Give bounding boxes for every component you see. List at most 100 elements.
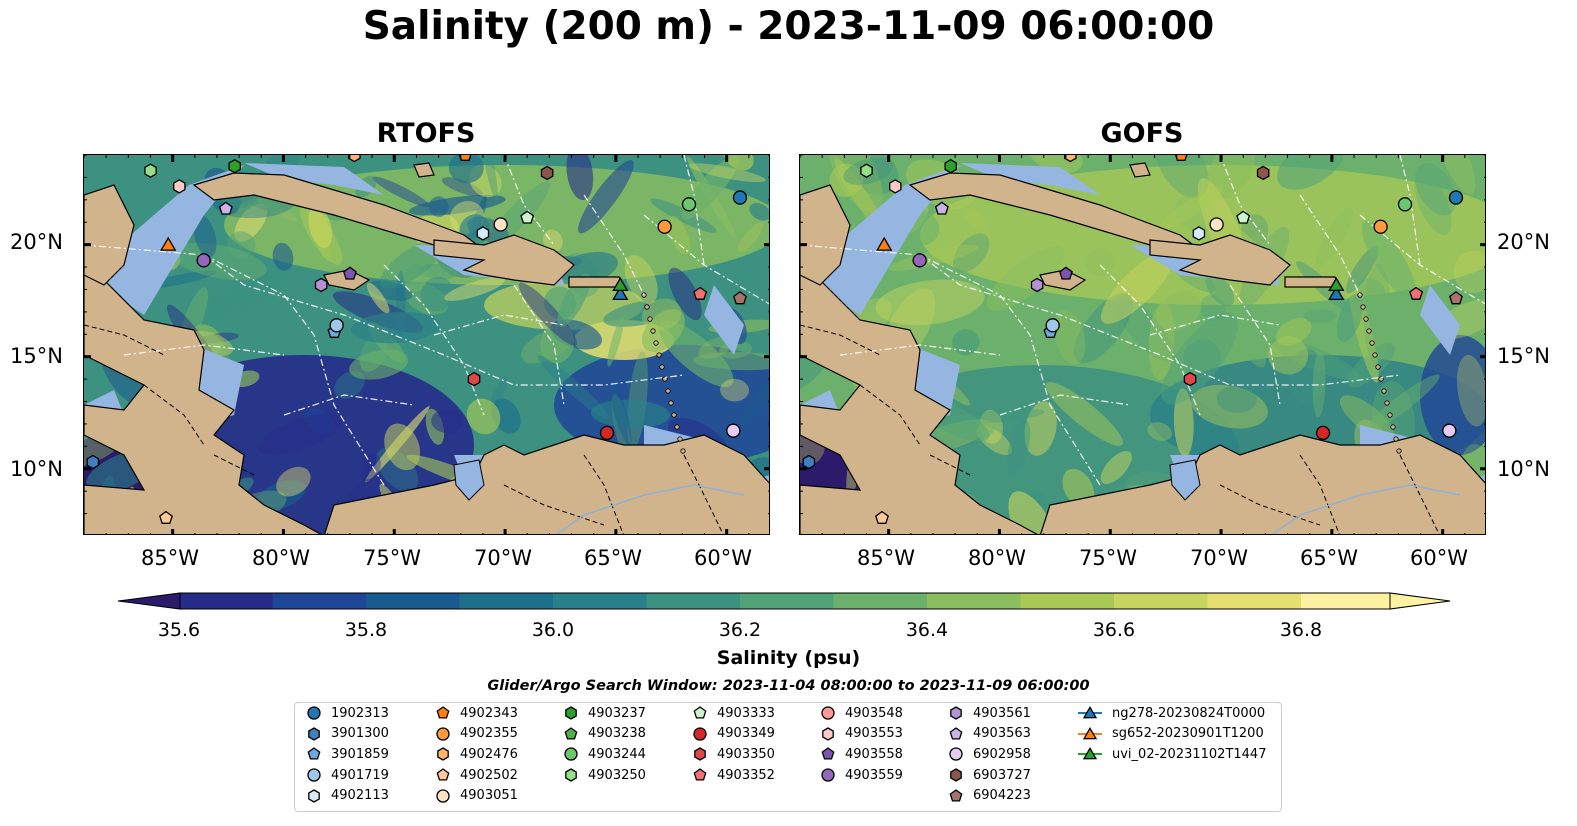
legend-marker-3901859	[307, 747, 321, 760]
obs-marker-4903352	[693, 286, 708, 300]
eez-boundary	[919, 254, 1401, 386]
legend-label: 4903349	[717, 726, 775, 742]
land-yucatan	[84, 184, 135, 286]
island	[647, 316, 653, 322]
legend-label: 6903727	[973, 767, 1031, 783]
legend-marker-4903561	[950, 706, 962, 720]
colorbar-tick-36-2: 36.2	[718, 619, 762, 641]
island	[1366, 328, 1372, 334]
legend-label: 4902355	[460, 726, 518, 742]
obs-marker-4901719	[1045, 318, 1060, 333]
obs-marker-uvi_02-20231102T1447	[1328, 277, 1345, 292]
island	[680, 448, 686, 454]
legend-label: 4903558	[845, 746, 903, 762]
island	[1393, 436, 1399, 442]
legend-label: 4902502	[460, 767, 518, 783]
legend-marker-4903237	[565, 706, 577, 720]
legend-marker-sg652-20230901T1200	[1082, 726, 1098, 740]
legend: 1902313 3901300 3901859 4901719 4902113 49023…	[294, 702, 1282, 812]
island	[1360, 304, 1366, 310]
legend-marker-1902313	[307, 706, 321, 720]
colorbar-tick-35-8: 35.8	[344, 619, 388, 641]
eez-boundary	[1219, 155, 1271, 246]
colorbar-label: Salinity (psu)	[716, 647, 861, 669]
obs-marker-4903244	[1397, 197, 1413, 212]
lon-label-75w-gofs: 75°W	[1079, 546, 1137, 570]
obs-marker-6902958	[726, 423, 741, 438]
legend-item-3901300: 3901300	[307, 724, 389, 744]
legend-item-4902355: 4902355	[436, 724, 518, 744]
obs-marker-3901300	[86, 454, 100, 470]
legend-item-4902113: 4902113	[307, 786, 389, 806]
lon-label-60w-gofs: 60°W	[1410, 546, 1468, 570]
legend-label: 4903559	[845, 767, 903, 783]
obs-marker-4902476	[348, 155, 361, 163]
obs-marker-4902343	[1174, 155, 1188, 161]
lon-label-65w: 65°W	[584, 546, 642, 570]
colorbar-tick-36-0: 36.0	[531, 619, 575, 641]
legend-marker-ng278-20230824T0000	[1082, 706, 1098, 719]
colorbar-bin	[1114, 593, 1208, 609]
map-rtofs[interactable]	[83, 154, 770, 535]
eez-boundary	[283, 394, 415, 416]
legend-label: 4903563	[973, 726, 1031, 742]
obs-marker-4902502	[159, 510, 173, 524]
legend-item-sg652-20230901T1200: sg652-20230901T1200	[1078, 724, 1264, 744]
legend-marker-4903352	[693, 768, 707, 781]
legend-item-4902476: 4902476	[436, 744, 518, 764]
lon-label-80w-gofs: 80°W	[968, 546, 1026, 570]
legend-item-4903349: 4903349	[693, 724, 775, 744]
obs-marker-4902113	[1192, 226, 1206, 241]
obs-marker-3901300	[802, 454, 816, 470]
legend-label: 4903237	[588, 705, 646, 721]
eez-boundary	[800, 244, 1101, 486]
obs-marker-1902313	[732, 190, 748, 205]
colorbar-bin	[1020, 593, 1115, 609]
island	[1396, 448, 1402, 454]
legend-item-uvi_02-20231102T1447: uvi_02-20231102T1447	[1078, 744, 1266, 764]
colorbar-bin	[646, 593, 741, 609]
map-gofs[interactable]	[799, 154, 1486, 535]
colorbar-tick-36-4: 36.4	[905, 619, 949, 641]
obs-marker-4903563	[934, 201, 949, 215]
legend-label: 6904223	[973, 788, 1031, 804]
colorbar-tick-36-8: 36.8	[1279, 619, 1323, 641]
obs-marker-4902355	[1373, 219, 1388, 234]
legend-label: 4903350	[717, 746, 775, 762]
lon-label-60w: 60°W	[694, 546, 752, 570]
colorbar-bin	[366, 593, 460, 609]
legend-marker-4901719	[307, 768, 321, 782]
legend-marker-4902476	[437, 747, 449, 762]
legend-item-4903563: 4903563	[949, 724, 1031, 744]
eez-boundary	[383, 264, 485, 416]
obs-marker-6904223	[1449, 291, 1463, 305]
legend-marker-4903250	[565, 768, 577, 782]
legend-marker-4902355	[436, 727, 450, 741]
island	[656, 352, 662, 358]
main-title: Salinity (200 m) - 2023-11-09 06:00:00	[362, 4, 1215, 49]
lon-label-85w: 85°W	[141, 546, 199, 570]
legend-item-4903553: 4903553	[821, 724, 903, 744]
shelf-region	[704, 285, 744, 355]
island	[1363, 316, 1369, 322]
island	[668, 400, 674, 406]
island	[1375, 364, 1381, 370]
river	[555, 484, 745, 534]
country-border	[503, 484, 605, 526]
land-hispaniola	[433, 234, 575, 286]
colorbar-extend-low	[117, 592, 181, 610]
island	[1384, 400, 1390, 406]
island	[1378, 376, 1384, 382]
legend-item-6902958: 6902958	[949, 744, 1031, 764]
eez-boundary	[503, 155, 555, 246]
shelf-region	[244, 163, 384, 195]
eez-boundary	[1399, 155, 1421, 266]
legend-item-ng278-20230824T0000: ng278-20230824T0000	[1078, 703, 1265, 723]
island	[671, 412, 677, 418]
island	[659, 364, 665, 370]
land-bahamas	[413, 162, 435, 178]
legend-label: 4903250	[588, 767, 646, 783]
obs-marker-4903349	[599, 425, 615, 441]
obs-marker-4903333	[520, 210, 535, 224]
obs-marker-4902355	[657, 219, 672, 234]
